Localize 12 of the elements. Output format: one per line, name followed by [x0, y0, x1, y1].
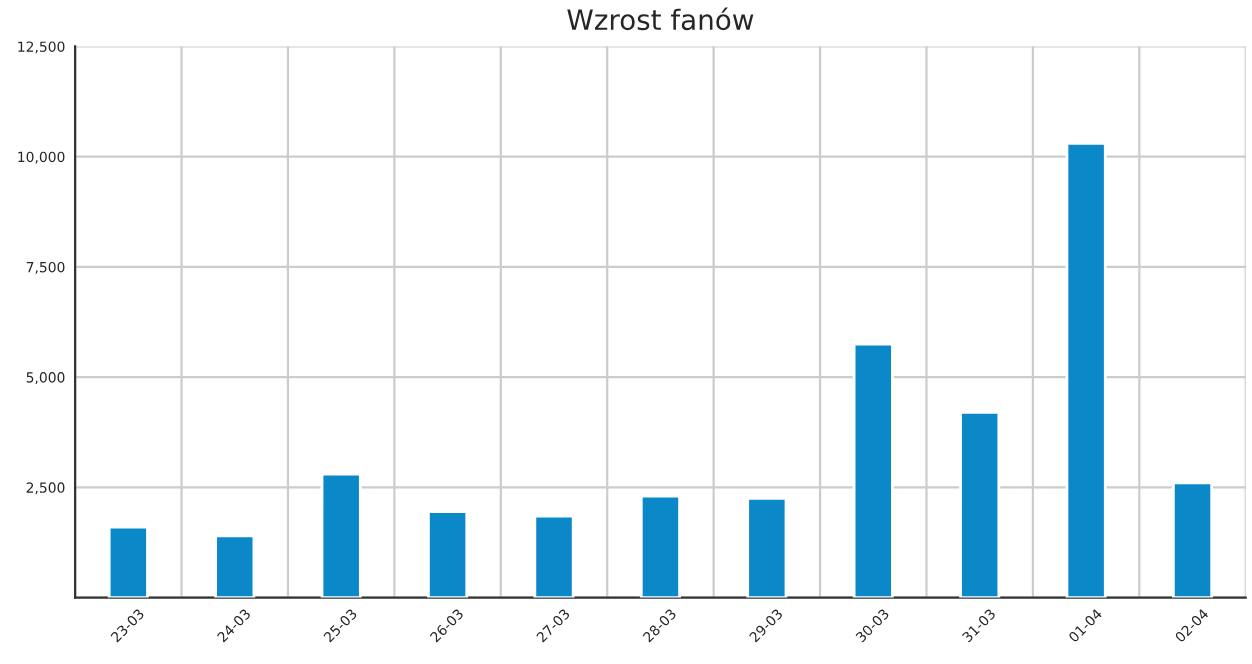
chart-title: Wzrost fanów: [567, 7, 754, 31]
bar: [214, 534, 256, 598]
bar: [746, 497, 788, 598]
bar: [533, 514, 575, 598]
bar: [427, 510, 469, 598]
bar: [959, 411, 1001, 598]
bar: [639, 494, 681, 598]
bar: [852, 342, 894, 598]
bar: [107, 525, 149, 598]
bar: [1171, 481, 1214, 598]
bar: [320, 472, 362, 598]
bar: [1065, 142, 1107, 598]
